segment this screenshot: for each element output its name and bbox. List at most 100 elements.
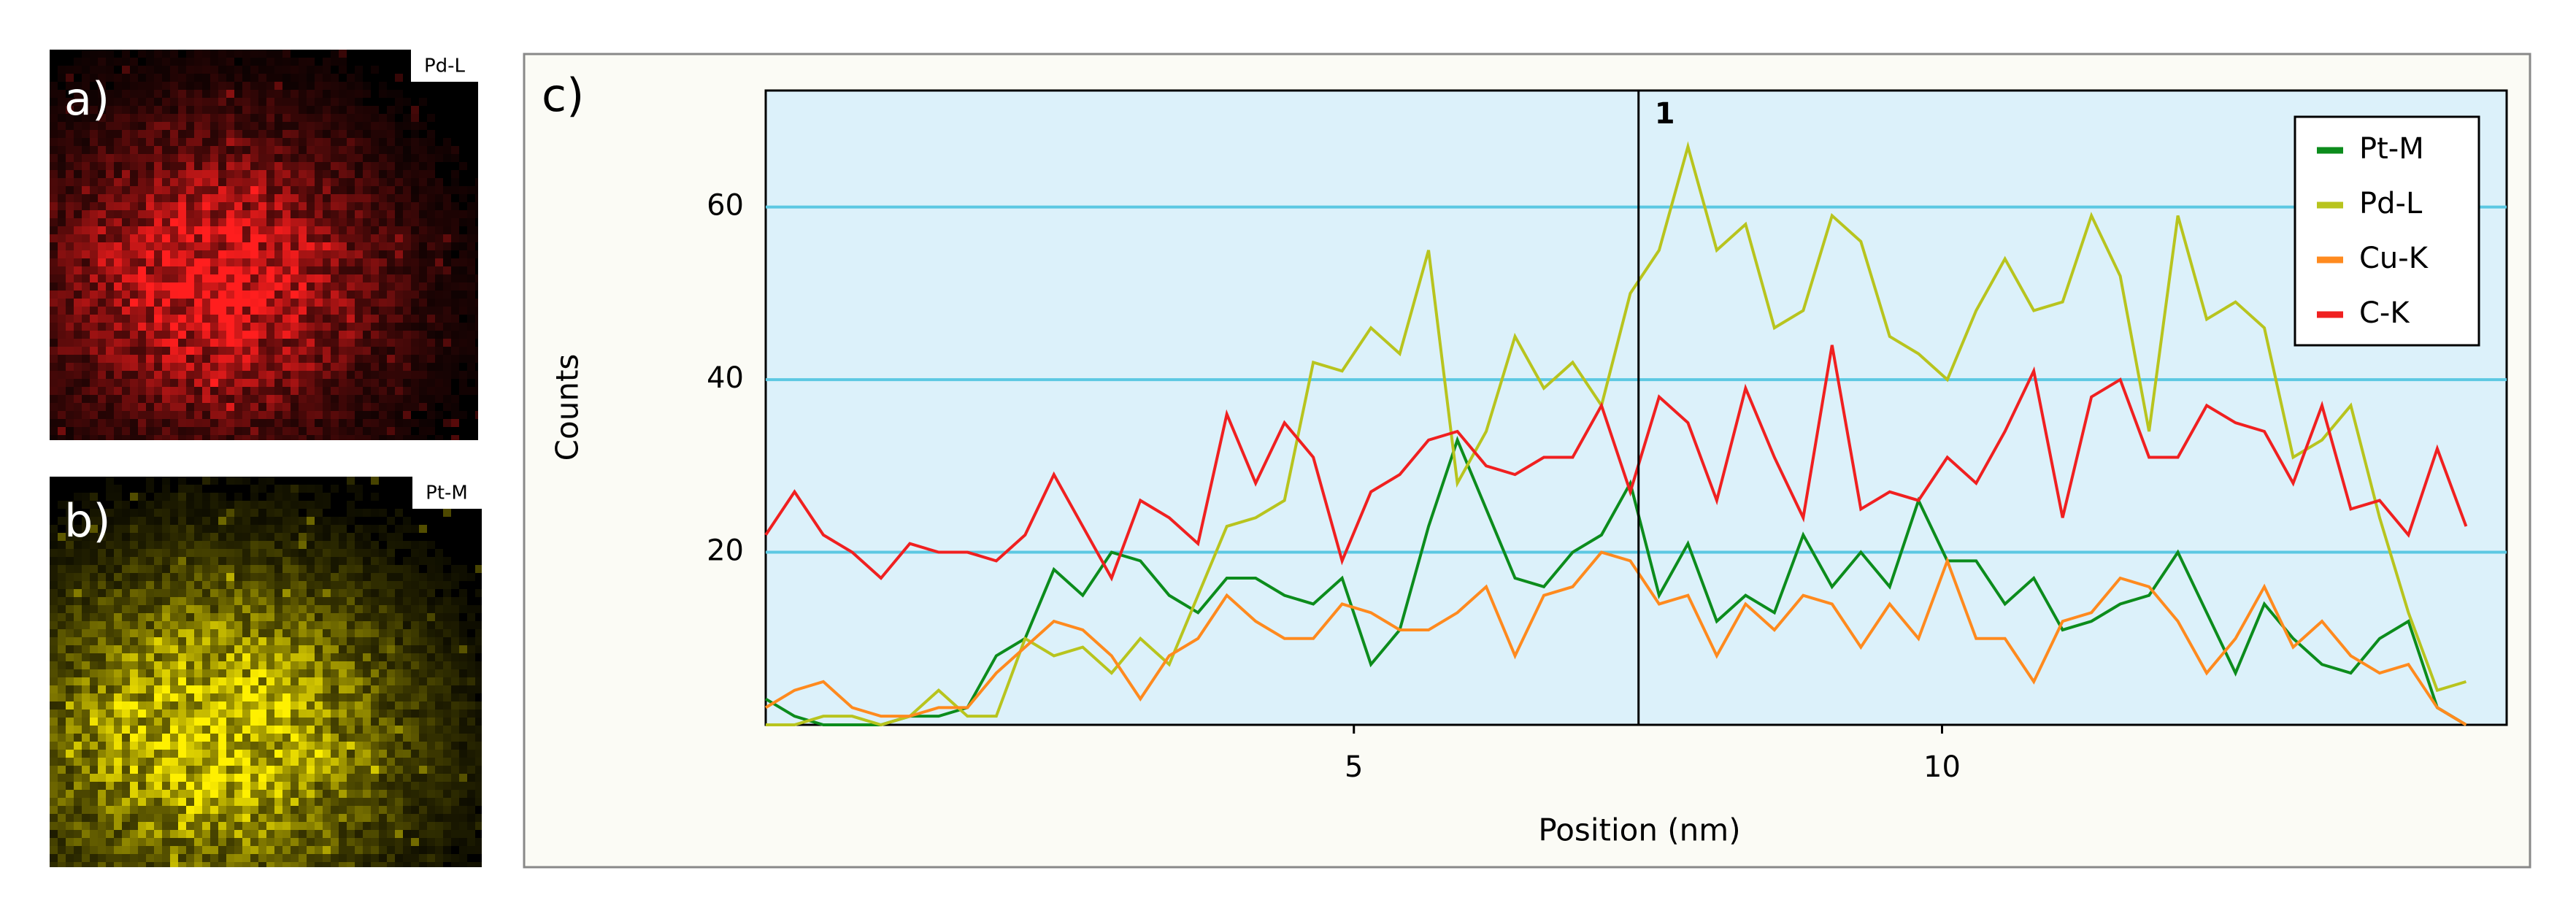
map-pixel	[371, 742, 379, 750]
map-pixel	[146, 170, 154, 178]
map-pixel	[339, 846, 347, 854]
map-pixel	[459, 597, 467, 605]
map-pixel	[202, 234, 210, 242]
map-pixel	[443, 742, 451, 750]
map-pixel	[347, 597, 355, 605]
map-pixel	[307, 645, 315, 653]
map-pixel	[435, 331, 443, 339]
map-pixel	[427, 250, 435, 258]
map-pixel	[355, 90, 363, 98]
map-pixel	[427, 266, 435, 274]
map-pixel	[475, 822, 482, 830]
map-pixel	[443, 750, 451, 758]
map-pixel	[411, 581, 419, 589]
map-pixel	[122, 774, 130, 782]
map-pixel	[138, 758, 146, 766]
map-pixel	[130, 146, 138, 154]
map-pixel	[250, 154, 258, 162]
map-pixel	[435, 734, 443, 742]
map-pixel	[282, 371, 291, 379]
map-pixel	[419, 557, 427, 565]
map-pixel	[459, 645, 467, 653]
map-pixel	[210, 266, 218, 274]
map-pixel	[331, 742, 339, 750]
map-pixel	[266, 58, 274, 66]
map-pixel	[347, 565, 355, 573]
map-pixel	[194, 822, 202, 830]
map-pixel	[178, 854, 186, 862]
map-pixel	[307, 299, 315, 307]
map-pixel	[186, 581, 194, 589]
map-pixel	[403, 274, 411, 282]
map-pixel	[371, 355, 379, 363]
map-pixel	[122, 154, 130, 162]
map-pixel	[339, 234, 347, 242]
map-pixel	[242, 798, 250, 806]
map-pixel	[202, 122, 210, 130]
map-pixel	[443, 854, 451, 862]
map-pixel	[355, 323, 363, 331]
map-pixel	[146, 581, 154, 589]
map-pixel	[210, 718, 218, 726]
map-pixel	[387, 411, 395, 419]
map-pixel	[411, 210, 419, 218]
map-pixel	[210, 387, 218, 395]
map-pixel	[130, 693, 138, 701]
map-pixel	[347, 726, 355, 734]
map-pixel	[258, 186, 266, 194]
map-pixel	[114, 726, 122, 734]
map-pixel	[395, 395, 403, 403]
map-pixel	[202, 677, 210, 685]
map-pixel	[106, 379, 114, 387]
map-pixel	[250, 419, 258, 427]
map-pixel	[274, 549, 282, 557]
map-pixel	[138, 242, 146, 250]
map-pixel	[331, 250, 339, 258]
map-pixel	[130, 830, 138, 838]
map-pixel	[451, 718, 459, 726]
map-pixel	[162, 645, 170, 653]
map-pixel	[162, 814, 170, 822]
map-pixel	[242, 186, 250, 194]
map-tag: Pt-M	[426, 482, 468, 504]
map-pixel	[355, 226, 363, 234]
map-pixel	[307, 669, 315, 677]
map-pixel	[82, 242, 90, 250]
map-pixel	[50, 323, 58, 331]
map-pixel	[66, 122, 74, 130]
map-pixel	[130, 250, 138, 258]
map-pixel	[427, 282, 435, 291]
map-pixel	[218, 315, 226, 323]
map-pixel	[90, 806, 98, 814]
map-pixel	[403, 742, 411, 750]
map-pixel	[475, 371, 478, 379]
map-pixel	[66, 669, 74, 677]
map-pixel	[82, 846, 90, 854]
map-pixel	[250, 806, 258, 814]
map-pixel	[122, 533, 130, 541]
map-pixel	[74, 758, 82, 766]
map-pixel	[98, 411, 106, 419]
map-pixel	[347, 355, 355, 363]
map-pixel	[226, 299, 234, 307]
map-pixel	[122, 525, 130, 533]
map-pixel	[58, 202, 66, 210]
map-pixel	[210, 854, 218, 862]
map-pixel	[90, 210, 98, 218]
map-pixel	[315, 154, 323, 162]
map-pixel	[331, 677, 339, 685]
map-pixel	[218, 541, 226, 549]
map-pixel	[435, 629, 443, 637]
map-pixel	[347, 693, 355, 701]
map-pixel	[315, 138, 323, 146]
map-pixel	[403, 250, 411, 258]
map-pixel	[323, 122, 331, 130]
map-pixel	[467, 371, 475, 379]
map-pixel	[130, 242, 138, 250]
map-pixel	[403, 798, 411, 806]
map-pixel	[274, 170, 282, 178]
map-pixel	[331, 242, 339, 250]
map-pixel	[202, 66, 210, 74]
map-pixel	[315, 74, 323, 82]
map-pixel	[186, 291, 194, 299]
